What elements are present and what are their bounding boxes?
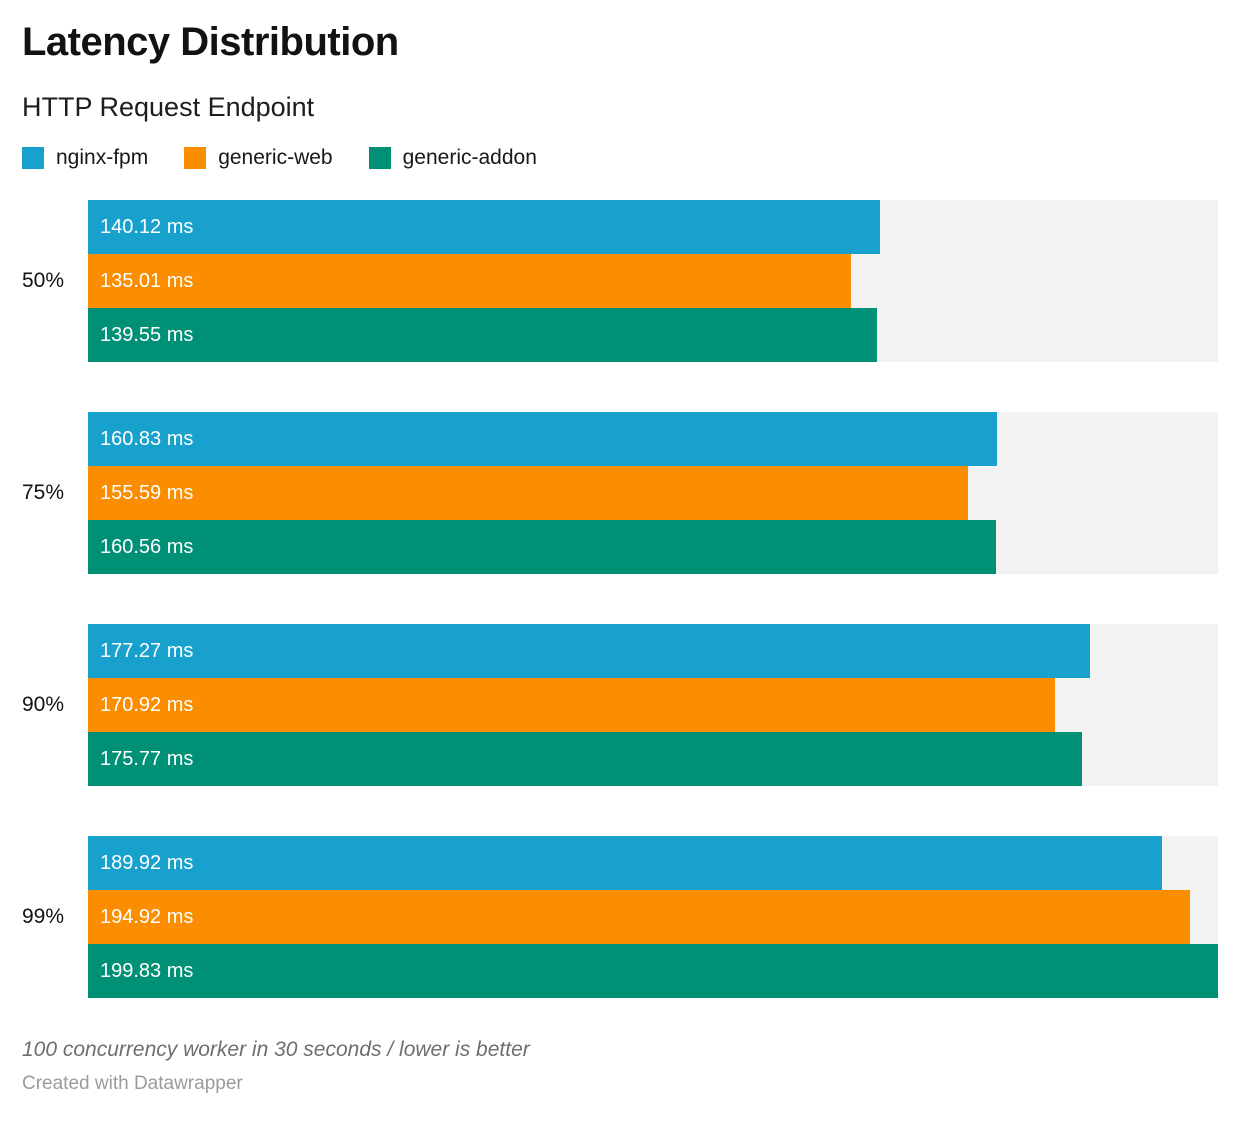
percentile-label: 90% <box>22 693 65 717</box>
legend-item-generic-web: generic-web <box>184 146 333 170</box>
bar-nginx-fpm: 189.92 ms <box>88 836 1162 891</box>
bar-track: 177.27 ms 170.92 ms 175.77 ms <box>88 624 1218 787</box>
legend-item-nginx-fpm: nginx-fpm <box>22 146 148 170</box>
bar-generic-web: 170.92 ms <box>88 678 1055 733</box>
bar-value-label: 194.92 ms <box>100 905 194 928</box>
bar-generic-web: 155.59 ms <box>88 466 968 521</box>
bar-value-label: 199.83 ms <box>100 959 194 982</box>
bar-track: 140.12 ms 135.01 ms 139.55 ms <box>88 200 1218 363</box>
bar-generic-addon: 175.77 ms <box>88 732 1082 787</box>
datawrapper-attribution: Created with Datawrapper <box>22 1073 243 1095</box>
bar-generic-addon: 139.55 ms <box>88 308 878 363</box>
legend: nginx-fpm generic-web generic-addon <box>22 146 1218 170</box>
bar-nginx-fpm: 140.12 ms <box>88 200 881 255</box>
bar-track: 189.92 ms 194.92 ms 199.83 ms <box>88 836 1218 999</box>
bar-generic-addon: 160.56 ms <box>88 520 996 575</box>
bar-value-label: 175.77 ms <box>100 747 194 770</box>
bar-generic-addon: 199.83 ms <box>88 944 1218 999</box>
bar-value-label: 135.01 ms <box>100 269 194 292</box>
bar-value-label: 160.56 ms <box>100 535 194 558</box>
bar-group-99pct: 99% 189.92 ms 194.92 ms 199.83 ms <box>22 836 1218 999</box>
percentile-label: 50% <box>22 269 65 293</box>
bar-group-50pct: 50% 140.12 ms 135.01 ms 139.55 ms <box>22 200 1218 363</box>
bar-value-label: 139.55 ms <box>100 323 194 346</box>
legend-item-generic-addon: generic-addon <box>368 146 537 170</box>
legend-label: generic-addon <box>402 146 537 170</box>
legend-color-swatch <box>184 147 207 170</box>
bar-group-75pct: 75% 160.83 ms 155.59 ms 160.56 ms <box>22 412 1218 575</box>
page-title: Latency Distribution <box>22 20 399 64</box>
legend-color-swatch <box>368 147 391 170</box>
bar-value-label: 140.12 ms <box>100 215 194 238</box>
bar-value-label: 189.92 ms <box>100 851 194 874</box>
bar-value-label: 177.27 ms <box>100 639 194 662</box>
legend-label: nginx-fpm <box>56 146 149 170</box>
bar-generic-web: 194.92 ms <box>88 890 1191 945</box>
bar-generic-web: 135.01 ms <box>88 254 852 309</box>
legend-color-swatch <box>22 147 44 170</box>
bar-track: 160.83 ms 155.59 ms 160.56 ms <box>88 412 1218 575</box>
percentile-label: 75% <box>22 481 65 505</box>
bar-group-90pct: 90% 177.27 ms 170.92 ms 175.77 ms <box>22 624 1218 787</box>
page-subtitle: HTTP Request Endpoint <box>22 92 315 122</box>
bar-value-label: 160.83 ms <box>100 427 194 450</box>
bar-value-label: 155.59 ms <box>100 481 194 504</box>
bar-nginx-fpm: 177.27 ms <box>88 624 1091 679</box>
legend-label: generic-web <box>218 146 333 170</box>
footer-note: 100 concurrency worker in 30 seconds / l… <box>22 1038 530 1062</box>
bar-value-label: 170.92 ms <box>100 693 194 716</box>
percentile-label: 99% <box>22 905 65 929</box>
bar-nginx-fpm: 160.83 ms <box>88 412 998 467</box>
grouped-bar-chart: 50% 140.12 ms 135.01 ms 139.55 ms 75% 160.83 … <box>22 200 1218 999</box>
